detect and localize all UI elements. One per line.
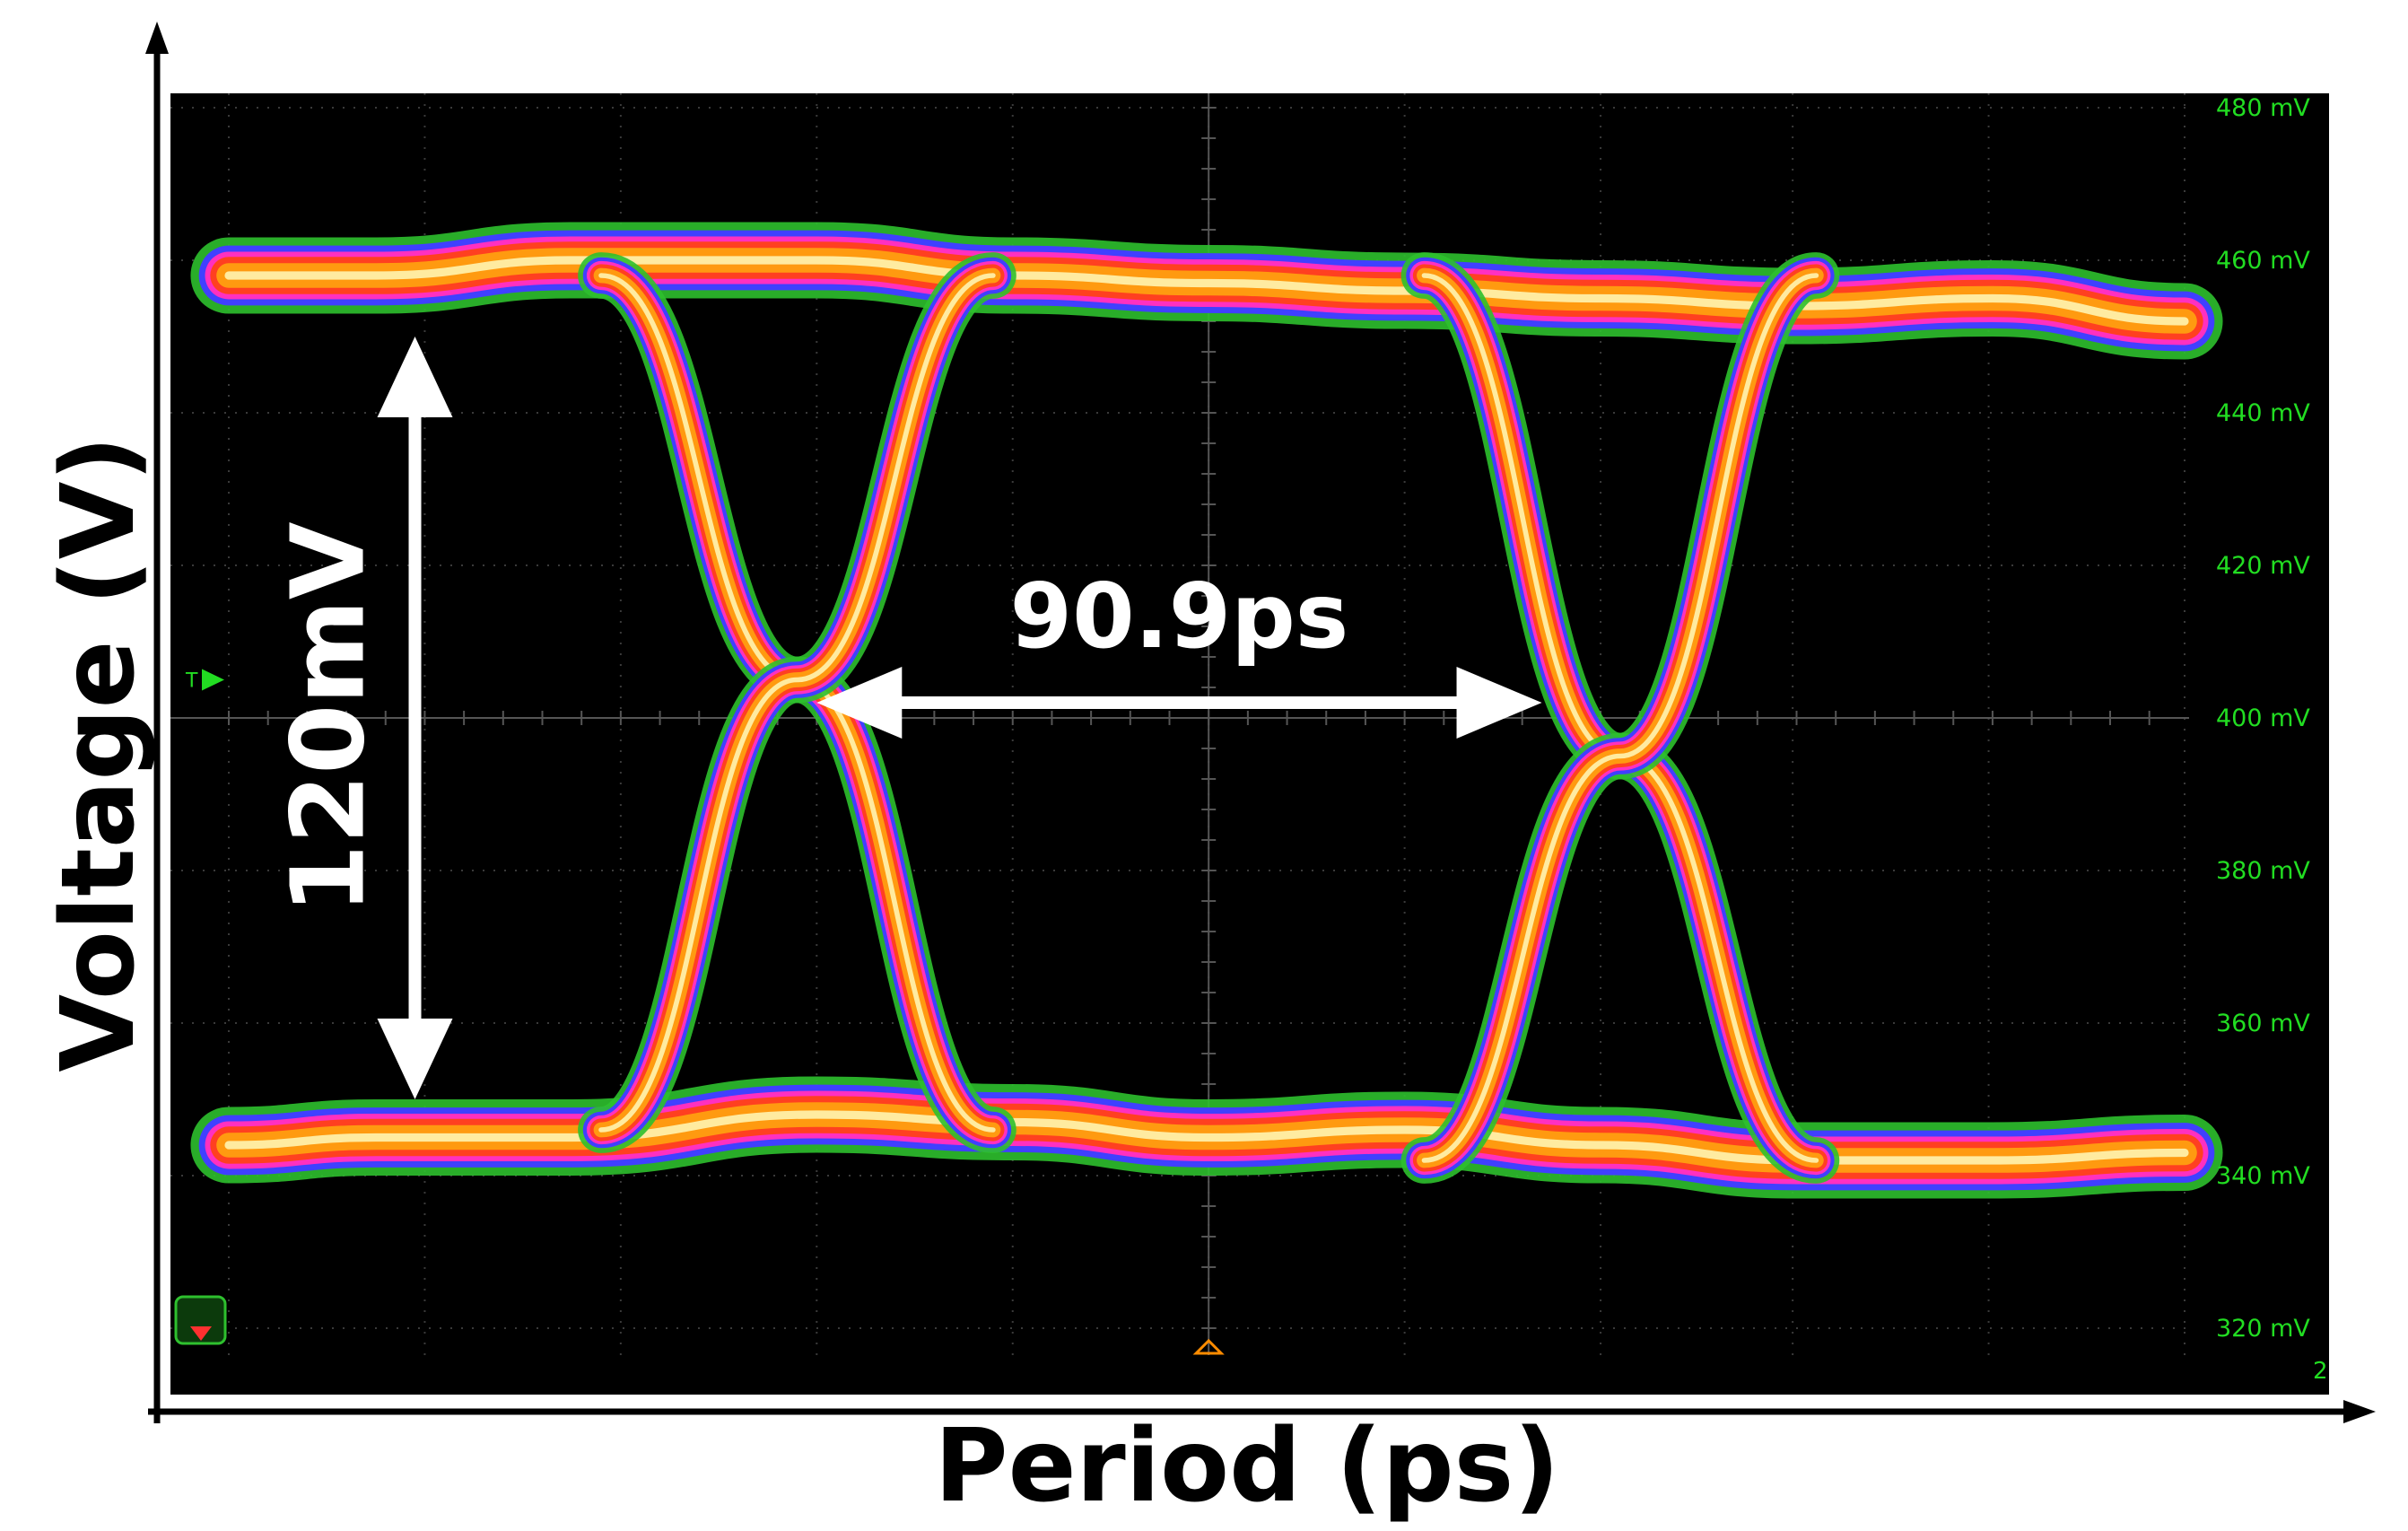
y-axis-arrow [145, 22, 169, 1423]
x-tick-label-2: -200 ps [577, 1366, 664, 1393]
time-reference-marker [1192, 1338, 1225, 1355]
arrowhead-left [816, 667, 903, 739]
x-axis-label: Period (ps) [935, 1408, 1560, 1525]
x-tick-label-7: -100 ps [1557, 1366, 1644, 1393]
x-tick-label-0: -240 ps [185, 1366, 272, 1393]
scope-markers: T [174, 669, 1225, 1355]
trace-crossing-1-rising [598, 273, 996, 1133]
arrowhead-down [377, 1019, 453, 1099]
x-tick-label-10: -40.4 ps [2137, 1366, 2232, 1393]
eye-traces [190, 222, 2223, 1199]
trace-low-level [224, 1110, 2189, 1165]
trigger-level-marker [202, 669, 224, 691]
x-tick-label-4: -160 ps [969, 1366, 1056, 1393]
y-tick-label-0: 480 mV [2216, 94, 2310, 122]
arrowhead-up [377, 337, 453, 417]
arrowhead-right [1456, 667, 1542, 739]
trigger-marker-label: T [185, 670, 198, 693]
y-tick-label-8: 320 mV [2216, 1315, 2310, 1343]
trace-crossing-2-rising [1421, 273, 1819, 1163]
corner-label: 2 [2313, 1358, 2328, 1385]
y-axis-label: Voltage (V) [40, 435, 157, 1072]
y-tick-label-5: 380 mV [2216, 857, 2310, 885]
ground-ref-marker [174, 1295, 227, 1345]
tick-labels: -240 ps -220 ps -200 ps -180 ps -160 ps -140 … [185, 94, 2327, 1393]
y-tick-label-3: 420 mV [2216, 552, 2310, 580]
x-tick-label-3: -180 ps [773, 1366, 860, 1393]
annotation-label-amplitude: 120mV [271, 521, 388, 914]
y-tick-label-4: 400 mV [2216, 704, 2310, 732]
y-tick-label-1: 460 mV [2216, 247, 2310, 275]
annotation-label-period: 90.9ps [1009, 564, 1348, 669]
y-tick-label-7: 340 mV [2216, 1162, 2310, 1190]
x-axis-arrow [148, 1400, 2376, 1423]
x-tick-label-1: -220 ps [381, 1366, 468, 1393]
y-tick-label-6: 360 mV [2216, 1010, 2310, 1037]
x-tick-label-8: -80.4 ps [1745, 1366, 1840, 1393]
x-tick-label-5: -140 ps [1165, 1366, 1252, 1393]
annotations: 120mV 90.9ps [271, 337, 1542, 1099]
trace-high-level [224, 256, 2189, 326]
ground-ref-arrow [190, 1326, 212, 1341]
x-tick-label-6: -120 ps [1361, 1366, 1448, 1393]
x-tick-label-9: -60.4 ps [1941, 1366, 2037, 1393]
y-tick-label-2: 440 mV [2216, 399, 2310, 427]
